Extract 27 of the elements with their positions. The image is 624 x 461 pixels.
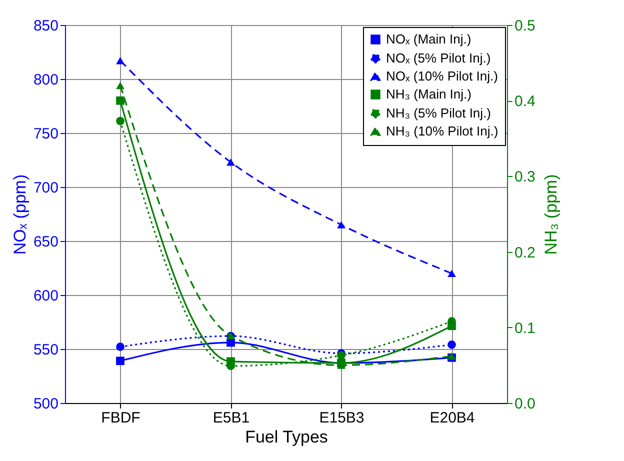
y-tick-label: 500 bbox=[33, 396, 58, 412]
y2-tick-label: 0.4 bbox=[514, 93, 536, 110]
x-tick-label: FBDF bbox=[101, 410, 140, 426]
y2-tick-label: 0.0 bbox=[514, 396, 536, 412]
y-tick-label: 750 bbox=[33, 126, 58, 142]
y-tick-label: 700 bbox=[33, 180, 58, 196]
x-axis-title: Fuel Types bbox=[245, 428, 328, 446]
y-tick-label: 550 bbox=[33, 342, 58, 358]
y2-tick-label: 0.2 bbox=[514, 244, 536, 262]
legend-label: NH₃ (Main Inj.) bbox=[386, 86, 472, 102]
y-tick-label: 650 bbox=[33, 234, 58, 250]
y2-tick-label: 0.3 bbox=[514, 168, 536, 186]
legend-label: NH₃ (10% Pilot Inj.) bbox=[386, 124, 498, 138]
legend-label: NOₓ (5% Pilot Inj.) bbox=[386, 50, 491, 66]
y-tick-label: 800 bbox=[33, 72, 58, 88]
y2-tick-label: 0.1 bbox=[514, 320, 536, 337]
x-tick-label: E5B1 bbox=[212, 410, 250, 426]
y2-axis-title: NH₃ (ppm) bbox=[541, 174, 560, 255]
y-axis-title: NOₓ (ppm) bbox=[10, 174, 30, 255]
x-tick-label: E15B3 bbox=[319, 410, 364, 426]
legend-label: NOₓ (10% Pilot Inj.) bbox=[386, 68, 498, 84]
legend-label: NOₓ (Main Inj.) bbox=[386, 32, 472, 46]
y-tick-label: 850 bbox=[33, 18, 58, 34]
legend-label: NH₃ (5% Pilot Inj.) bbox=[386, 106, 491, 120]
y2-tick-label: 0.5 bbox=[514, 18, 536, 34]
x-tick-label: E20B4 bbox=[430, 410, 475, 426]
y-tick-label: 600 bbox=[33, 288, 58, 304]
